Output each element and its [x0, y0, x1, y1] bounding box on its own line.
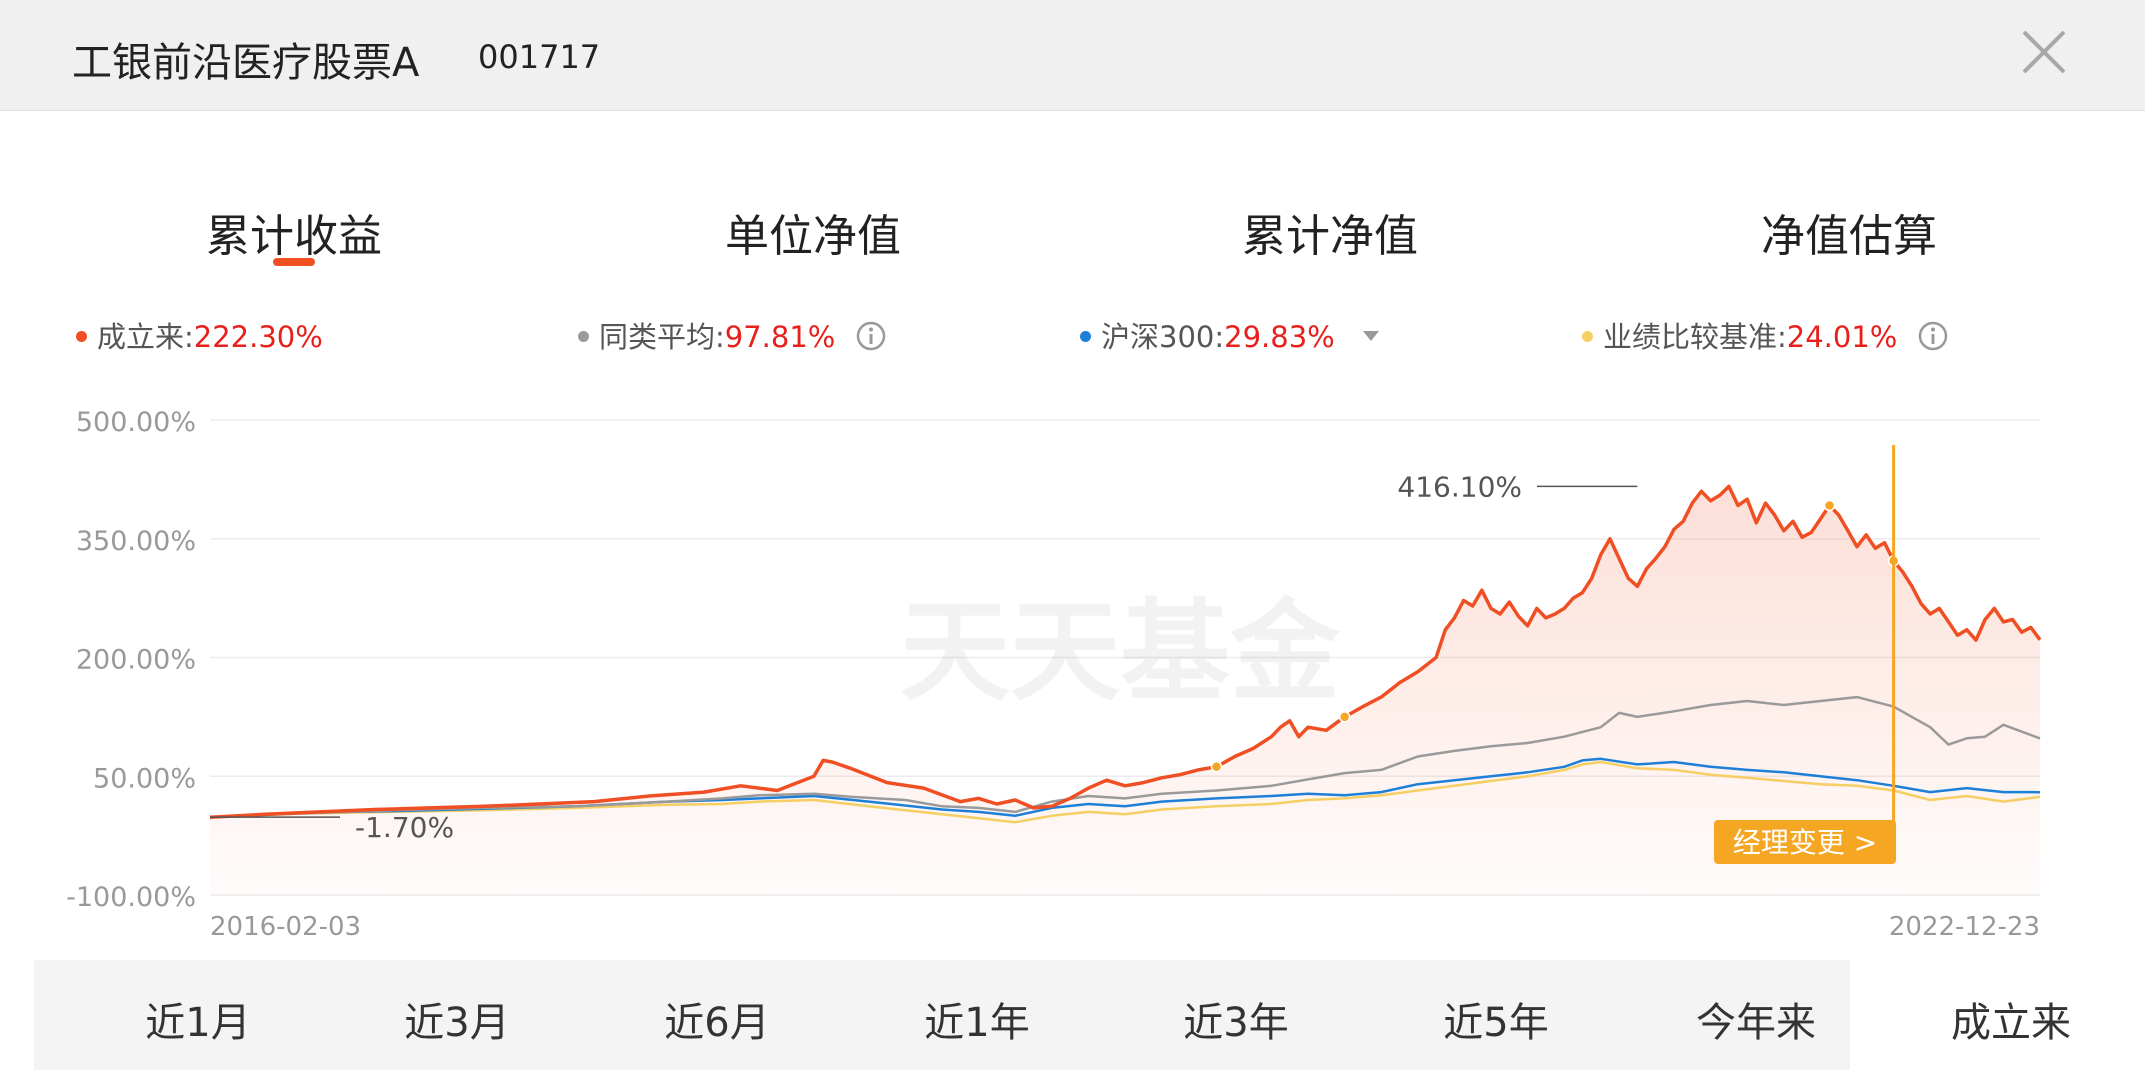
period-5y[interactable]: 近5年	[1443, 1000, 1549, 1046]
info-icon[interactable]	[1917, 320, 1949, 352]
return-chart[interactable]: 500.00% 350.00% 200.00% 50.00% -100.00% 天天基金…	[0, 400, 2145, 960]
period-active-highlight	[1850, 960, 2132, 1070]
tab-nav-estimate[interactable]: 净值估算	[1761, 211, 1937, 262]
period-selector: 近1月 近3月 近6月 近1年 近3年 近5年 今年来 成立来	[34, 960, 2132, 1070]
y-tick-label: 350.00%	[76, 526, 196, 557]
period-3m[interactable]: 近3月	[404, 1000, 510, 1046]
legend-since-inception: 成立来:222.30%	[76, 314, 323, 356]
period-1y[interactable]: 近1年	[924, 1000, 1030, 1046]
main-series-area	[210, 486, 2040, 895]
series-line-since-inception	[209, 484, 2042, 819]
legend-csi300: 沪深300:29.83%	[1080, 314, 1380, 356]
period-1m[interactable]: 近1月	[145, 1000, 251, 1046]
legend-dot	[1582, 330, 1593, 342]
series-line-peer-average	[209, 695, 2041, 819]
period-ytd[interactable]: 今年来	[1696, 1000, 1816, 1046]
series-line-csi300	[209, 757, 2041, 819]
dropdown-caret-icon[interactable]	[1362, 330, 1380, 342]
x-end-label: 2022-12-23	[1889, 912, 2040, 942]
legend-value: 24.01%	[1786, 320, 1898, 354]
legend-benchmark: 业绩比较基准:24.01%	[1582, 314, 1949, 356]
legend-label: 成立来:	[97, 320, 194, 354]
period-since-inception[interactable]: 成立来	[1951, 1000, 2071, 1046]
legend-label: 沪深300:	[1101, 320, 1225, 354]
active-tab-indicator	[273, 258, 315, 266]
series-line-benchmark	[209, 760, 2041, 824]
watermark: 天天基金	[900, 587, 1341, 716]
legend-value: 29.83%	[1224, 320, 1335, 354]
event-marker	[1823, 499, 1836, 512]
legend-value: 97.81%	[724, 320, 836, 354]
legend-dot	[578, 330, 589, 342]
max-annotation-label: 416.10%	[1397, 470, 1522, 503]
manager-change-badge	[1714, 820, 1896, 864]
tab-unit-nav[interactable]: 单位净值	[725, 211, 901, 262]
period-6m[interactable]: 近6月	[664, 1000, 770, 1046]
legend-label: 业绩比较基准:	[1603, 320, 1787, 354]
event-marker	[1338, 711, 1351, 723]
manager-change-label: 经理变更 >	[1733, 826, 1877, 859]
tab-cumulative-return[interactable]: 累计收益	[206, 211, 382, 262]
tab-cumulative-nav[interactable]: 累计净值	[1242, 211, 1418, 262]
close-icon[interactable]	[2016, 24, 2072, 80]
y-tick-label: -100.00%	[66, 882, 196, 913]
legend-value: 222.30%	[193, 320, 323, 354]
x-start-label: 2016-02-03	[210, 912, 361, 942]
info-icon[interactable]	[855, 320, 887, 352]
fund-name: 工银前沿医疗股票A	[72, 40, 420, 86]
min-annotation-label: -1.70%	[355, 811, 454, 844]
y-tick-label: 500.00%	[76, 407, 196, 438]
legend-label: 同类平均:	[599, 320, 725, 354]
dialog-header: 工银前沿医疗股票A 001717	[0, 0, 2145, 111]
legend-peer-average: 同类平均:97.81%	[578, 314, 887, 356]
period-3y[interactable]: 近3年	[1183, 1000, 1289, 1046]
event-marker	[1210, 761, 1223, 773]
y-tick-label: 50.00%	[93, 763, 196, 794]
legend-dot	[76, 330, 87, 342]
legend-dot	[1080, 330, 1091, 342]
fund-code: 001717	[478, 38, 601, 76]
y-tick-label: 200.00%	[76, 645, 196, 676]
